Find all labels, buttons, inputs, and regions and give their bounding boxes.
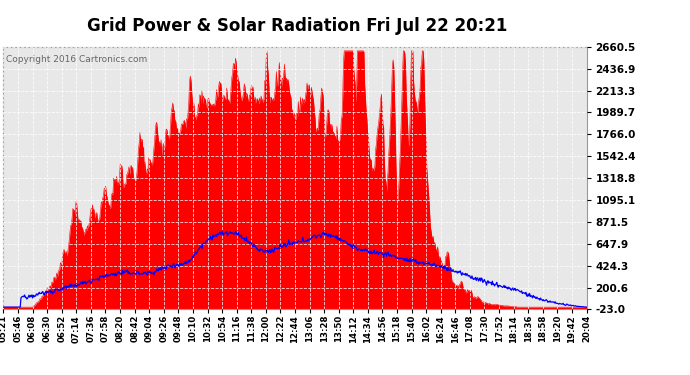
Text: Grid (AC Watts): Grid (AC Watts)	[566, 24, 652, 34]
Text: Radiation (W/m2): Radiation (W/m2)	[437, 24, 533, 34]
Text: Grid Power & Solar Radiation Fri Jul 22 20:21: Grid Power & Solar Radiation Fri Jul 22 …	[86, 17, 507, 35]
Text: Copyright 2016 Cartronics.com: Copyright 2016 Cartronics.com	[6, 55, 148, 64]
